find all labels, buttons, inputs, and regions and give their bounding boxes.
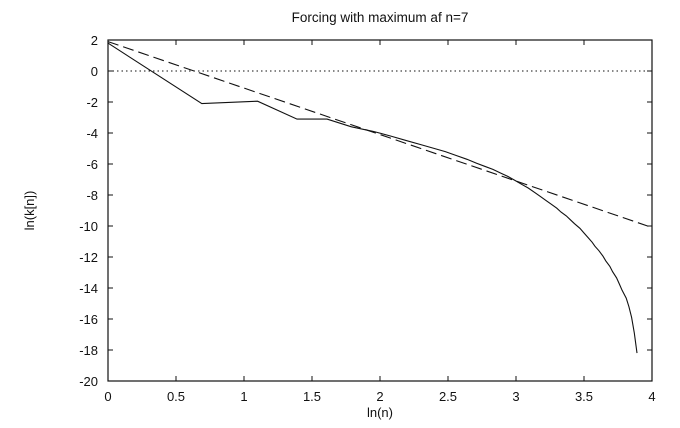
- y-tick-label: -2: [86, 95, 98, 110]
- x-tick-label: 4: [648, 389, 655, 404]
- series-lines: [107, 41, 653, 354]
- x-tick-label: 2: [376, 389, 383, 404]
- x-tick-label: 0: [104, 389, 111, 404]
- x-axis-label: ln(n): [367, 405, 393, 420]
- y-tick-label: 0: [91, 64, 98, 79]
- solid-data-line: [107, 42, 638, 354]
- dashed-fit-line: [107, 41, 653, 229]
- x-axis-ticks: 0 0.5 1 1.5 2 2.5 3 3.5 4: [104, 40, 656, 404]
- y-tick-label: -4: [86, 126, 98, 141]
- y-axis-label: ln(k[n]): [22, 191, 37, 231]
- x-tick-label: 2.5: [439, 389, 457, 404]
- y-tick-label: -6: [86, 157, 98, 172]
- y-tick-label: -14: [79, 281, 98, 296]
- chart-title: Forcing with maximum af n=7: [292, 10, 469, 25]
- y-tick-label: -12: [79, 250, 98, 265]
- x-tick-label: 1.5: [303, 389, 321, 404]
- y-axis-ticks: 2 0 -2 -4 -6 -8 -10 -12 -14 -16 -18 -20: [79, 33, 652, 389]
- x-tick-label: 1: [240, 389, 247, 404]
- x-tick-label: 0.5: [167, 389, 185, 404]
- y-tick-label: -20: [79, 374, 98, 389]
- x-tick-label: 3.5: [575, 389, 593, 404]
- y-tick-label: -8: [86, 188, 98, 203]
- y-tick-label: -10: [79, 219, 98, 234]
- y-tick-label: -18: [79, 343, 98, 358]
- y-tick-label: -16: [79, 312, 98, 327]
- x-tick-label: 3: [512, 389, 519, 404]
- plot-area-frame: [107, 39, 653, 382]
- y-tick-label: 2: [91, 33, 98, 48]
